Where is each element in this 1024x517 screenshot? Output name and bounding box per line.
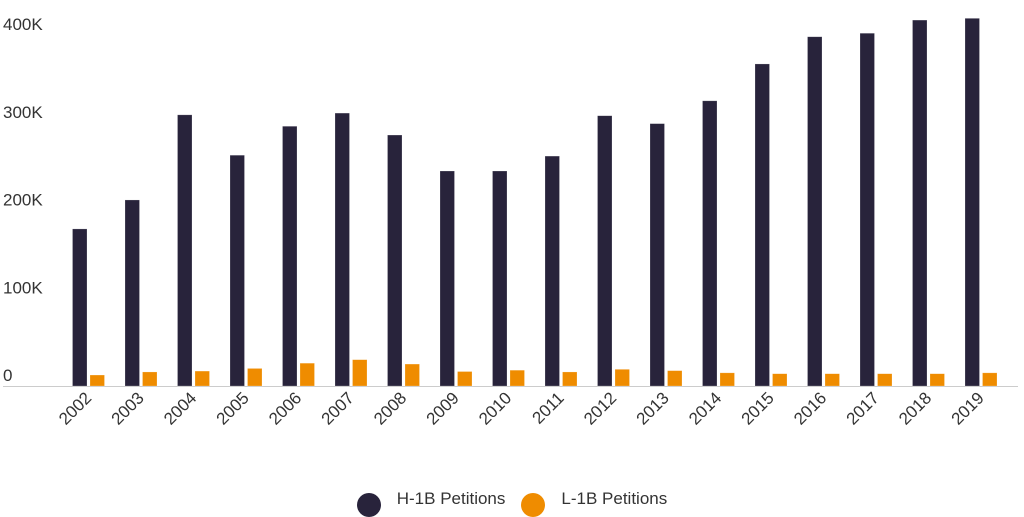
x-tick-label: 2008 xyxy=(370,388,410,428)
l1b-bar-2018[interactable] xyxy=(929,373,945,387)
h1b-bar-2007[interactable] xyxy=(334,112,350,387)
y-tick-label: 200K xyxy=(3,191,43,210)
y-tick-label: 0 xyxy=(3,366,12,385)
l1b-bar-2008[interactable] xyxy=(404,363,420,387)
l1b-bar-2006[interactable] xyxy=(299,362,315,387)
h1b-bar-2015[interactable] xyxy=(754,63,770,387)
l1b-bar-2013[interactable] xyxy=(667,370,683,387)
l1b-bar-2015[interactable] xyxy=(772,373,788,387)
l1b-bar-2007[interactable] xyxy=(352,359,368,387)
y-tick-label: 100K xyxy=(3,278,43,297)
l1b-bar-2002[interactable] xyxy=(89,374,105,387)
h1b-bar-2017[interactable] xyxy=(859,32,875,387)
x-tick-label: 2019 xyxy=(948,388,988,428)
h1b-bar-2018[interactable] xyxy=(912,19,928,387)
x-tick-label: 2015 xyxy=(738,388,778,428)
y-tick-label: 400K xyxy=(3,15,43,34)
x-tick-label: 2006 xyxy=(265,388,305,428)
h1b-bar-2002[interactable] xyxy=(72,228,88,387)
x-tick-label: 2010 xyxy=(475,388,515,428)
legend: H-1B Petitions L-1B Petitions xyxy=(0,486,1024,517)
x-axis-labels: 2002 2003 2004 2005 2006 2007 2008 2009 2010 2011… xyxy=(55,388,988,428)
l1b-bar-2011[interactable] xyxy=(562,371,578,387)
h1b-bar-2010[interactable] xyxy=(492,170,508,387)
legend-l1b-circle-icon xyxy=(521,493,546,517)
y-axis-labels: 0 100K 200K 300K 400K xyxy=(3,15,43,385)
h1b-bar-2006[interactable] xyxy=(282,125,298,387)
l1b-bar-2017[interactable] xyxy=(877,373,893,387)
x-tick-label: 2011 xyxy=(529,388,568,427)
l1b-bar-2004[interactable] xyxy=(194,370,210,387)
legend-label-l1b: L-1B Petitions xyxy=(561,489,668,508)
x-tick-label: 2007 xyxy=(318,388,358,428)
x-tick-label: 2013 xyxy=(633,388,673,428)
h1b-bar-2009[interactable] xyxy=(439,170,455,387)
h1b-bar-2016[interactable] xyxy=(807,36,823,387)
l1b-bar-2010[interactable] xyxy=(509,369,525,387)
x-tick-label: 2004 xyxy=(160,388,200,428)
l1b-bar-2016[interactable] xyxy=(824,373,840,387)
x-tick-label: 2018 xyxy=(895,388,935,428)
l1b-bar-2003[interactable] xyxy=(142,371,158,387)
l1b-bar-2014[interactable] xyxy=(719,372,735,387)
h1b-bar-2013[interactable] xyxy=(649,123,665,387)
x-tick-label: 2003 xyxy=(108,388,148,428)
legend-label-h1b: H-1B Petitions xyxy=(396,489,506,508)
l1b-bar-2005[interactable] xyxy=(247,368,263,387)
bars xyxy=(72,18,998,387)
x-tick-label: 2012 xyxy=(580,388,620,428)
h1b-bar-2019[interactable] xyxy=(964,18,980,387)
l1b-bar-2012[interactable] xyxy=(614,369,630,387)
y-tick-label: 300K xyxy=(3,103,43,122)
legend-h1b-circle-icon xyxy=(356,493,381,517)
legend-item-h1b[interactable]: H-1B Petitions xyxy=(356,487,506,517)
x-tick-label: 2002 xyxy=(55,388,95,428)
h1b-bar-2003[interactable] xyxy=(124,199,140,387)
x-tick-label: 2014 xyxy=(685,388,725,428)
h1b-bar-2012[interactable] xyxy=(597,115,613,387)
h1b-bar-2008[interactable] xyxy=(387,134,403,387)
legend-item-l1b[interactable]: L-1B Petitions xyxy=(521,487,668,517)
h1b-bar-2011[interactable] xyxy=(544,155,560,387)
x-tick-label: 2017 xyxy=(843,388,883,428)
l1b-bar-2009[interactable] xyxy=(457,371,473,387)
h1b-bar-2004[interactable] xyxy=(177,114,193,387)
h1b-bar-2005[interactable] xyxy=(229,154,245,387)
l1b-bar-2019[interactable] xyxy=(982,372,998,387)
h1b-bar-2014[interactable] xyxy=(702,100,718,387)
x-tick-label: 2005 xyxy=(213,388,253,428)
x-tick-label: 2009 xyxy=(423,388,463,428)
x-tick-label: 2016 xyxy=(790,388,830,428)
